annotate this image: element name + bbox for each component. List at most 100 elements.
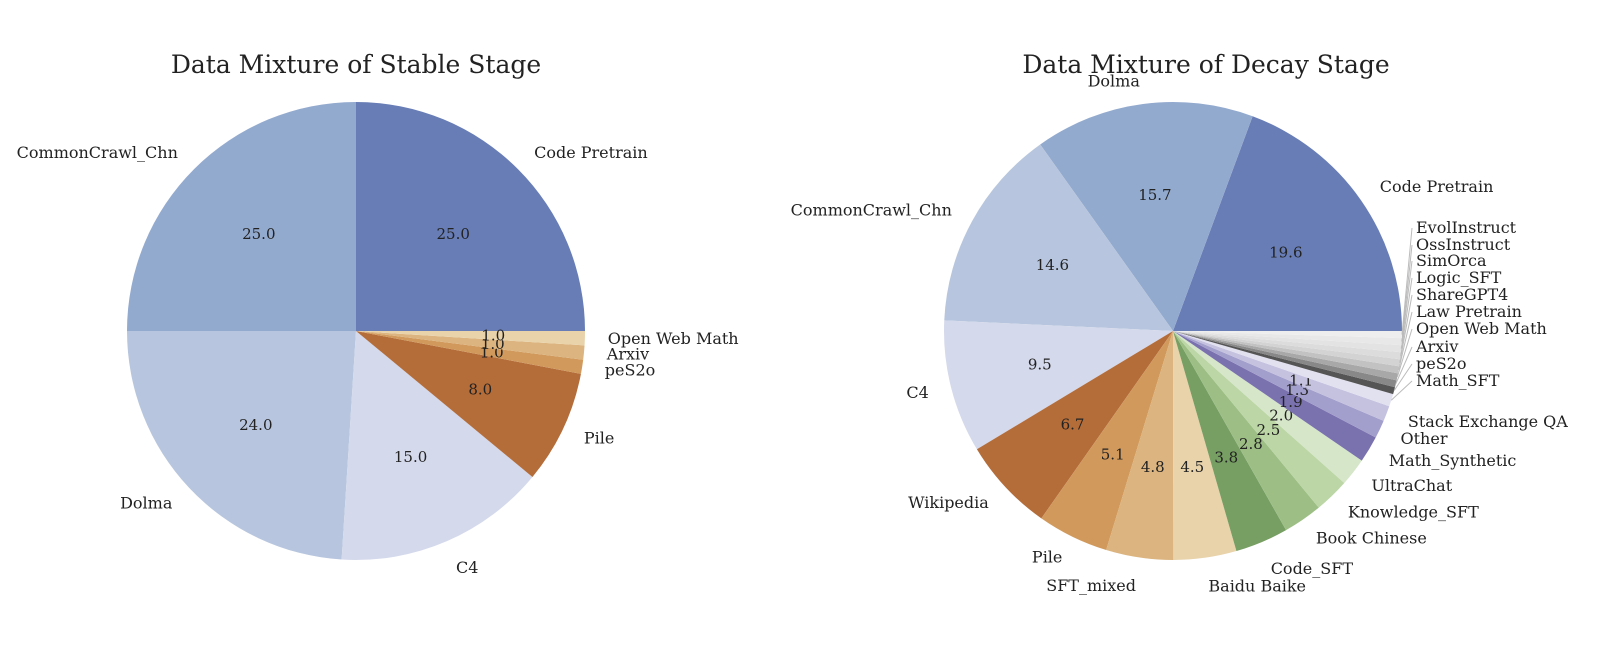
pie-stable-label-code-pretrain: Code Pretrain: [534, 143, 648, 162]
pie-stable-slice-commoncrawl-chn: [127, 102, 356, 331]
pie-decay-slice-math-synthetic: [1173, 331, 1376, 461]
pie-decay-slice-logic-sft: [1173, 331, 1402, 360]
pie-decay-label-wikipedia: Wikipedia: [908, 493, 989, 512]
pie-decay-value-dolma: 15.7: [1138, 186, 1171, 204]
pie-decay-label-arxiv: Arxiv: [1415, 337, 1458, 356]
pie-decay-label-evolinstruct: EvolInstruct: [1416, 218, 1517, 237]
pie-decay-label-open-web-math: Open Web Math: [1416, 319, 1547, 338]
pie-stable-slice-code-pretrain: [356, 102, 585, 331]
pie-decay-label-c4: C4: [906, 383, 928, 402]
pie-decay-slice-other: [1173, 331, 1384, 438]
pie-decay-label-stack-exchange-qa: Stack Exchange QA: [1408, 412, 1568, 431]
pie-decay-label-simorca: SimOrca: [1416, 251, 1487, 270]
pie-decay-label-knowledge-sft: Knowledge_SFT: [1348, 502, 1479, 521]
pie-decay-label-logic-sft: Logic_SFT: [1416, 268, 1502, 287]
pie-decay-slice-math-sft: [1173, 331, 1394, 407]
pie-decay-slice-law-pretrain: [1173, 331, 1400, 374]
pie-decay-value-book-chinese: 2.8: [1239, 435, 1263, 453]
pie-decay-slice-book-chinese: [1173, 331, 1319, 531]
pie-decay-label-sft-mixed: SFT_mixed: [1046, 576, 1136, 595]
pie-decay-value-pile: 5.1: [1101, 446, 1125, 464]
pie-decay-value-sft-mixed: 4.8: [1141, 458, 1165, 476]
pie-decay-label-sharegpt4: ShareGPT4: [1416, 285, 1508, 304]
pie-decay-label-ossinstruct: OssInstruct: [1416, 235, 1511, 254]
pie-decay-label-code-sft: Code_SFT: [1271, 559, 1354, 578]
pie-decay-label-commoncrawl-chn: CommonCrawl_Chn: [791, 200, 952, 219]
pie-decay-slice-sharegpt4: [1173, 331, 1401, 367]
pie-decay-leader-math-sft: [1390, 380, 1413, 401]
pie-decay-slice-pes2o: [1173, 331, 1395, 395]
pie-decay-slice-commoncrawl-chn: [944, 144, 1173, 331]
pie-stable-value-c4: 15.0: [394, 448, 427, 466]
chart-title-stable: Data Mixture of Stable Stage: [171, 50, 541, 79]
pie-stable-value-open-web-math: 1.0: [481, 326, 505, 344]
pie-decay-value-commoncrawl-chn: 14.6: [1036, 256, 1069, 274]
pie-decay-value-c4: 9.5: [1028, 356, 1052, 374]
pie-decay-label-book-chinese: Book Chinese: [1316, 528, 1427, 547]
pie-decay-value-wikipedia: 6.7: [1061, 416, 1085, 434]
pie-decay-slice-knowledge-sft: [1173, 331, 1345, 508]
pie-decay-slice-evolinstruct: [1173, 331, 1402, 339]
pie-decay-value-code-sft: 3.8: [1214, 449, 1238, 467]
pie-decay-slice-baidu-baike: [1173, 331, 1237, 560]
pie-decay-label-dolma: Dolma: [1088, 71, 1141, 90]
pie-decay-leader-law-pretrain: [1398, 311, 1413, 371]
pie-chart-stable: Data Mixture of Stable Stage 25.0 Code Pr…: [17, 50, 739, 577]
pie-decay-label-math-synthetic: Math_Synthetic: [1389, 451, 1517, 470]
pie-stable-slice-pile: [356, 331, 581, 477]
pie-decay-leader-sharegpt4: [1399, 294, 1413, 363]
pie-decay-slice-stack-exchange-qa: [1173, 331, 1390, 421]
pie-stable-label-pes2o: peS2o: [605, 360, 655, 379]
pie-stable-value-commoncrawl-chn: 25.0: [242, 225, 275, 243]
pie-decay-leader-logic-sft: [1400, 277, 1413, 356]
pie-stable-slice-pes2o: [356, 331, 584, 374]
pie-decay-value-knowledge-sft: 2.5: [1256, 421, 1280, 439]
pie-chart-decay: Data Mixture of Decay Stage 19.6 Code Pre…: [791, 50, 1569, 595]
pie-decay-slice-simorca: [1173, 331, 1402, 353]
pie-decay-leader-pes2o: [1393, 363, 1413, 391]
pie-stable-label-pile: Pile: [584, 428, 614, 447]
pie-decay-leader-evolinstruct: [1401, 227, 1413, 335]
pie-decay-value-code-pretrain: 19.6: [1269, 244, 1302, 262]
pie-stable-slice-dolma: [127, 331, 356, 560]
pie-decay-value-baidu-baike: 4.5: [1180, 458, 1204, 476]
pie-decay-slice-sft-mixed: [1106, 331, 1174, 561]
pie-stable-label-open-web-math: Open Web Math: [608, 329, 739, 348]
pie-stable-value-dolma: 24.0: [239, 416, 272, 434]
pie-decay-label-baidu-baike: Baidu Baike: [1208, 576, 1306, 595]
pie-stable-value-pile: 8.0: [468, 381, 492, 399]
pie-decay-slices: 19.6 Code Pretrain 15.7 Dolma 14.6 CommonCraw…: [791, 71, 1569, 595]
pie-decay-slice-dolma: [1040, 102, 1253, 331]
pie-decay-label-law-pretrain: Law Pretrain: [1416, 302, 1522, 321]
pie-decay-label-pes2o: peS2o: [1416, 354, 1466, 373]
pie-decay-label-pile: Pile: [1032, 547, 1062, 566]
pie-stable-slice-c4: [341, 331, 533, 561]
pie-decay-slice-c4: [944, 320, 1173, 450]
pie-decay-slice-ossinstruct: [1173, 331, 1402, 346]
pie-stable-label-dolma: Dolma: [120, 493, 173, 512]
pie-stable-slice-open-web-math: [356, 331, 586, 346]
pie-decay-slice-wikipedia: [976, 331, 1173, 519]
pie-stable-label-arxiv: Arxiv: [606, 345, 649, 364]
pie-decay-label-math-sft: Math_SFT: [1416, 371, 1500, 390]
pie-stable-value-code-pretrain: 25.0: [436, 225, 469, 243]
pie-stable-label-c4: C4: [456, 558, 478, 577]
pie-decay-value-math-synthetic: 1.9: [1279, 393, 1303, 411]
pie-stable-slice-arxiv: [356, 331, 585, 360]
pie-decay-slice-arxiv: [1173, 331, 1397, 388]
pie-decay-slice-open-web-math: [1173, 331, 1399, 381]
pie-decay-label-other: Other: [1401, 429, 1448, 448]
chart-title-decay: Data Mixture of Decay Stage: [1022, 50, 1389, 79]
pie-decay-label-code-pretrain: Code Pretrain: [1380, 177, 1494, 196]
pie-decay-leader-open-web-math: [1396, 328, 1413, 378]
pie-decay-slice-ultrachat: [1173, 331, 1362, 483]
pie-decay-slice-pile: [1041, 331, 1173, 551]
pie-stable-slices: 25.0 Code Pretrain 25.0 CommonCrawl_Chn 24.0…: [17, 102, 739, 577]
pie-decay-leader-ossinstruct: [1401, 244, 1413, 342]
pie-decay-slice-code-pretrain: [1173, 116, 1402, 331]
pie-stable-label-commoncrawl-chn: CommonCrawl_Chn: [17, 143, 178, 162]
pie-decay-leader-arxiv: [1395, 346, 1413, 385]
pie-decay-slice-code-sft: [1173, 331, 1287, 552]
pie-decay-label-ultrachat: UltraChat: [1371, 476, 1452, 495]
